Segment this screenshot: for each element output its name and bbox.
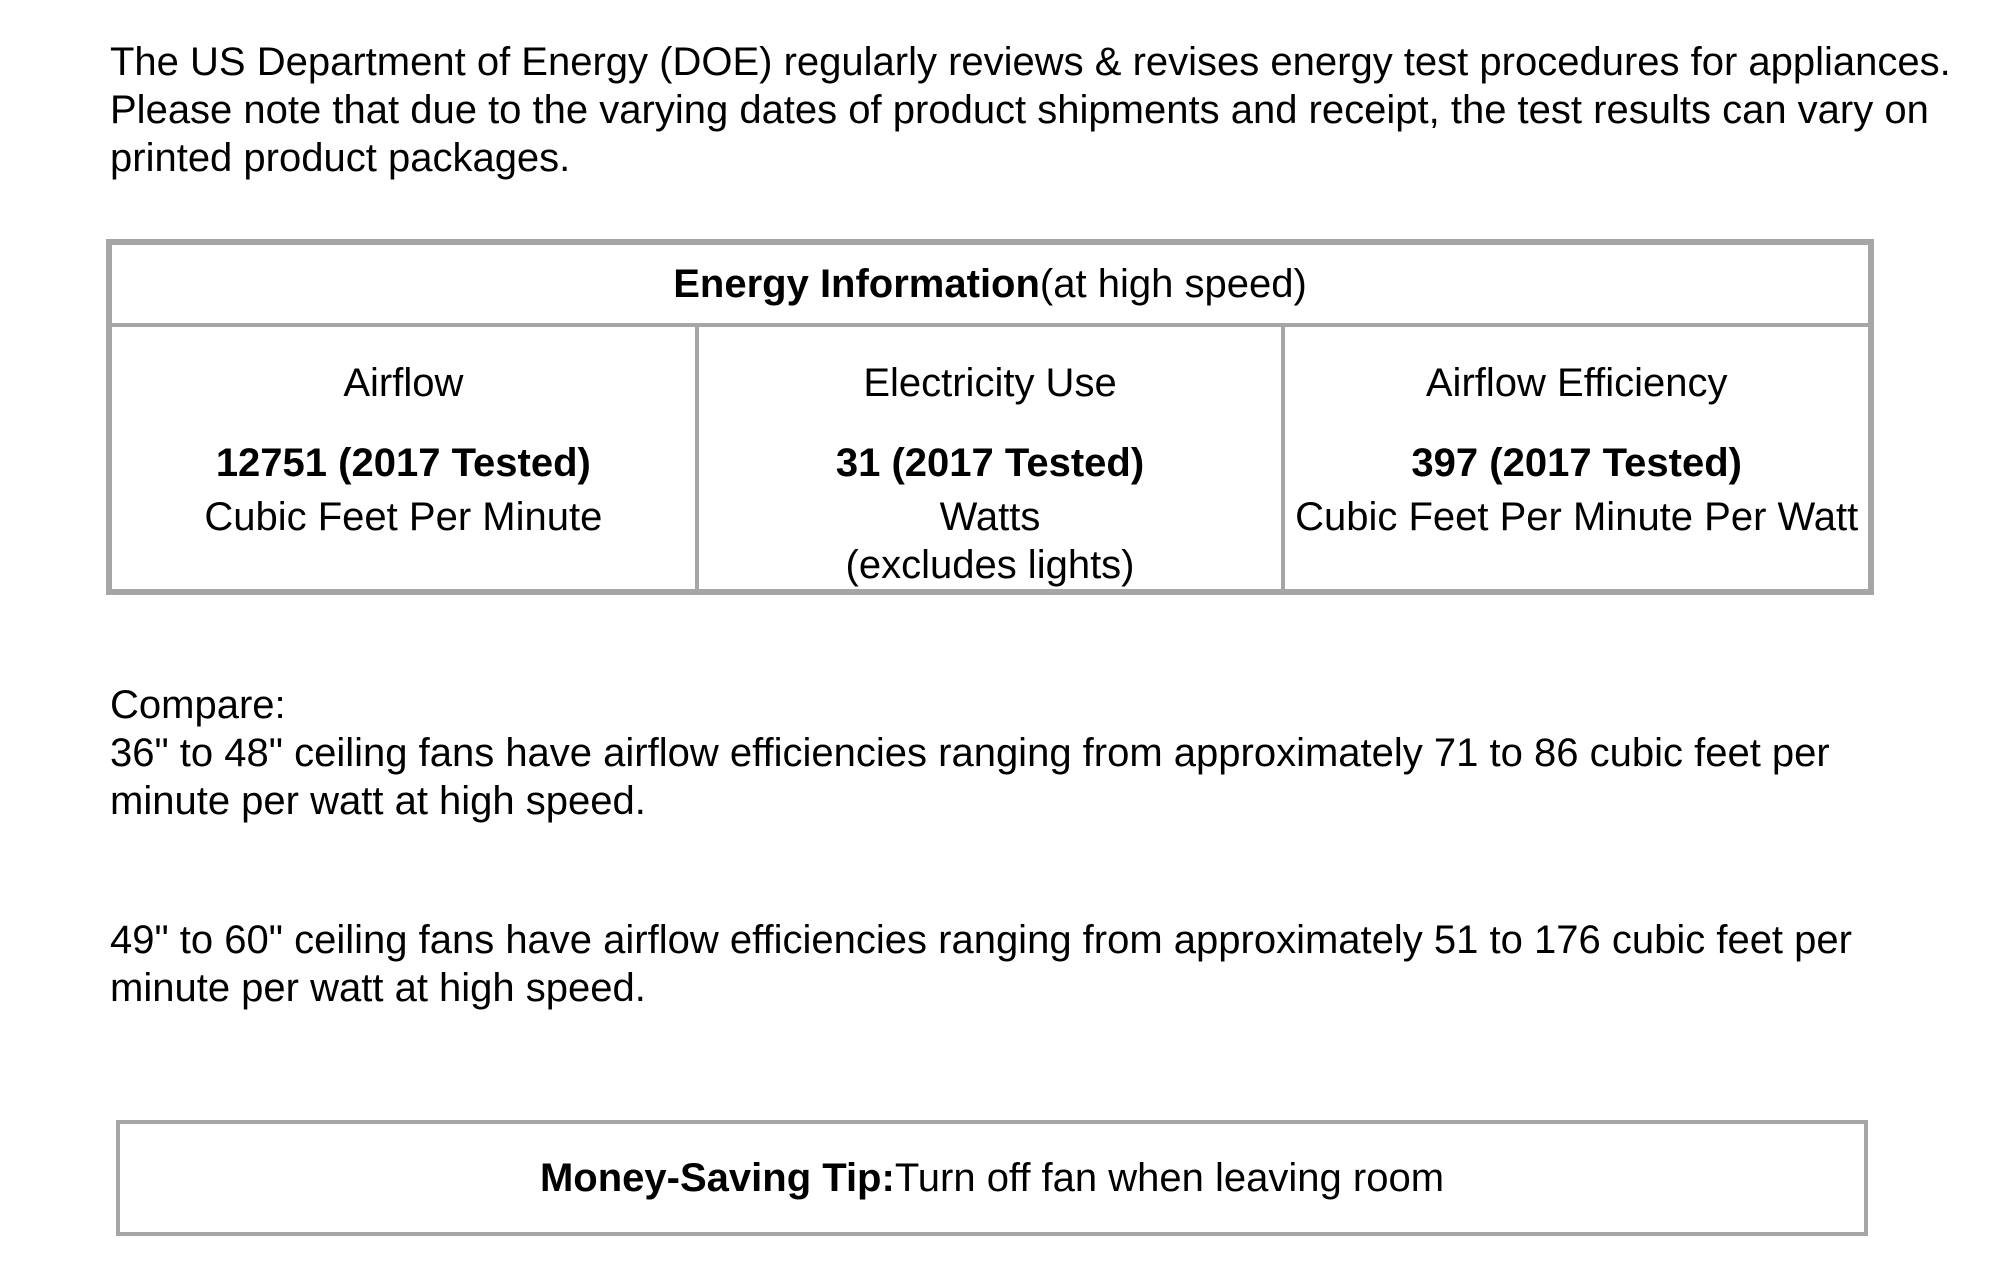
compare-paragraph-36-48: Compare: 36" to 48" ceiling fans have ai… [110, 683, 1830, 823]
electricity-use-label: Electricity Use [863, 361, 1117, 405]
electricity-use-cell: Electricity Use 31 (2017 Tested) Watts (… [694, 327, 1282, 589]
airflow-value: 12751 (2017 Tested) [215, 441, 591, 485]
airflow-efficiency-label: Airflow Efficiency [1425, 361, 1728, 405]
energy-information-table: Energy Information (at high speed) Airfl… [106, 239, 1874, 595]
airflow-cell: Airflow 12751 (2017 Tested) Cubic Feet P… [112, 327, 695, 589]
airflow-unit: Cubic Feet Per Minute [204, 495, 603, 539]
electricity-use-value: 31 (2017 Tested) [835, 441, 1145, 485]
airflow-efficiency-value: 397 (2017 Tested) [1411, 441, 1742, 485]
airflow-efficiency-cell: Airflow Efficiency 397 (2017 Tested) Cub… [1281, 327, 1868, 589]
airflow-label: Airflow [343, 361, 464, 405]
energy-table-title-suffix: (at high speed) [1039, 261, 1307, 306]
airflow-efficiency-unit: Cubic Feet Per Minute Per Watt [1295, 495, 1859, 539]
money-saving-tip-text: Turn off fan when leaving room [894, 1155, 1445, 1200]
energy-table-title-row: Energy Information (at high speed) [112, 245, 1868, 327]
money-saving-tip-label: Money-Saving Tip: [539, 1155, 895, 1200]
energy-table-title: Energy Information [673, 261, 1040, 306]
energy-table-body: Airflow 12751 (2017 Tested) Cubic Feet P… [112, 327, 1868, 589]
electricity-use-unit: Watts (excludes lights) [845, 495, 1135, 587]
compare-paragraph-49-60: 49" to 60" ceiling fans have airflow eff… [110, 918, 1852, 1010]
doe-intro-paragraph: The US Department of Energy (DOE) regula… [110, 40, 1951, 180]
money-saving-tip-box: Money-Saving Tip: Turn off fan when leav… [116, 1120, 1868, 1236]
